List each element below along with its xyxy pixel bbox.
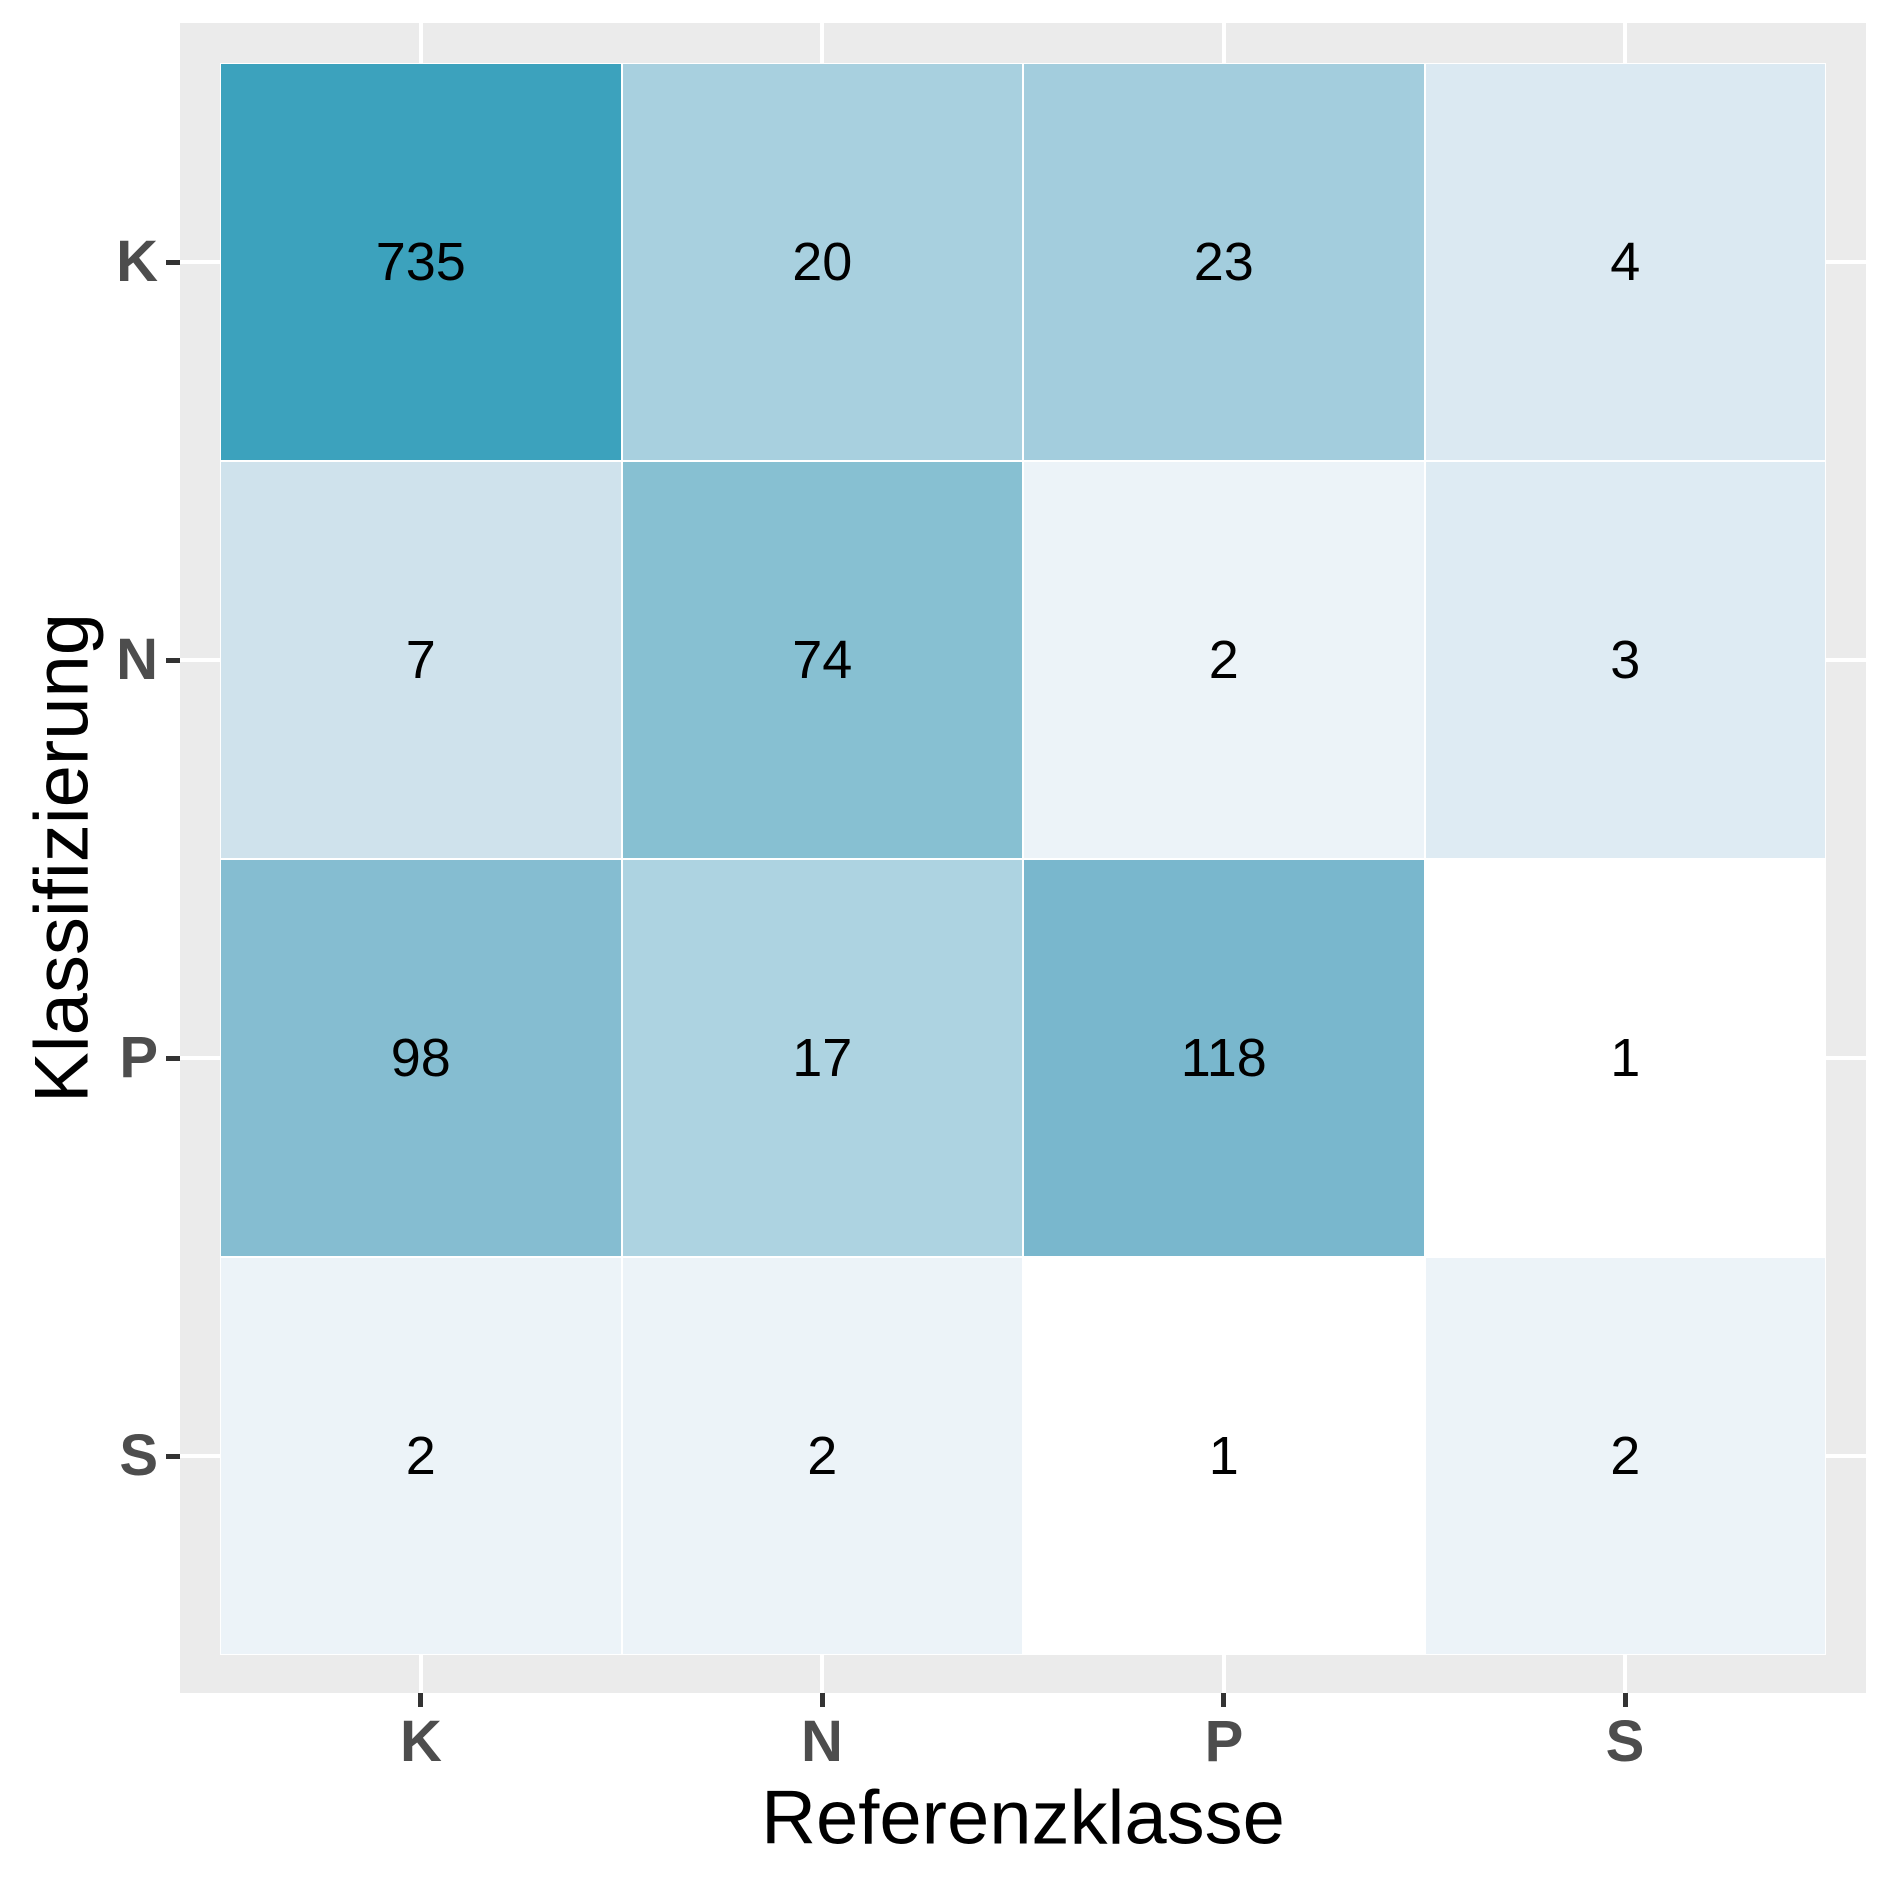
- cell-N-K: 7: [220, 461, 622, 859]
- cell-value: 17: [792, 1028, 853, 1088]
- cell-value: 1: [1208, 1426, 1239, 1486]
- cell-P-P: 118: [1023, 859, 1425, 1257]
- cell-P-S: 1: [1424, 859, 1826, 1257]
- y-tick-mark-N: [166, 658, 180, 663]
- cell-value: 735: [375, 232, 466, 292]
- cell-S-K: 2: [220, 1257, 622, 1655]
- y-axis-title: Klassifizierung: [19, 613, 105, 1103]
- cell-value: 2: [1610, 1426, 1641, 1486]
- x-tick-mark-N: [820, 1693, 825, 1707]
- y-tick-mark-K: [166, 260, 180, 265]
- cell-value: 2: [405, 1426, 436, 1486]
- cell-S-P: 1: [1023, 1257, 1425, 1655]
- plot-panel: 735 20 23 4 7 74 2 3 98 17 118 1 2 2 1 2: [180, 23, 1866, 1693]
- cell-P-K: 98: [220, 859, 622, 1257]
- cell-value: 2: [1208, 630, 1239, 690]
- x-tick-label-N: N: [801, 1709, 843, 1774]
- cell-value: 23: [1193, 232, 1254, 292]
- cell-value: 118: [1180, 1028, 1267, 1088]
- cell-S-S: 2: [1424, 1257, 1826, 1655]
- cell-K-S: 4: [1424, 63, 1826, 461]
- cell-value: 74: [792, 630, 853, 690]
- cell-K-K: 735: [220, 63, 622, 461]
- y-tick-label-N: N: [116, 627, 158, 692]
- x-tick-mark-S: [1623, 1693, 1628, 1707]
- cell-value: 7: [405, 630, 436, 690]
- heatmap-grid: 735 20 23 4 7 74 2 3 98 17 118 1 2 2 1 2: [220, 63, 1826, 1655]
- x-tick-mark-P: [1221, 1693, 1226, 1707]
- x-tick-label-P: P: [1204, 1709, 1244, 1774]
- x-tick-mark-K: [418, 1693, 423, 1707]
- cell-N-N: 74: [621, 461, 1023, 859]
- cell-value: 2: [807, 1426, 838, 1486]
- y-tick-mark-P: [166, 1056, 180, 1061]
- y-tick-mark-S: [166, 1454, 180, 1459]
- cell-N-P: 2: [1023, 461, 1425, 859]
- cell-S-N: 2: [621, 1257, 1023, 1655]
- cell-value: 3: [1610, 630, 1641, 690]
- y-tick-label-P: P: [119, 1025, 158, 1090]
- cell-K-P: 23: [1023, 63, 1425, 461]
- cell-N-S: 3: [1424, 461, 1826, 859]
- cell-K-N: 20: [621, 63, 1023, 461]
- x-tick-label-S: S: [1605, 1709, 1645, 1774]
- x-axis-title: Referenzklasse: [761, 1775, 1285, 1861]
- cell-value: 98: [390, 1028, 451, 1088]
- cell-value: 4: [1610, 232, 1641, 292]
- x-tick-label-K: K: [400, 1709, 442, 1774]
- cell-P-N: 17: [621, 859, 1023, 1257]
- cell-value: 1: [1610, 1028, 1641, 1088]
- cell-value: 20: [792, 232, 853, 292]
- y-tick-label-S: S: [119, 1423, 158, 1488]
- y-tick-label-K: K: [116, 229, 158, 294]
